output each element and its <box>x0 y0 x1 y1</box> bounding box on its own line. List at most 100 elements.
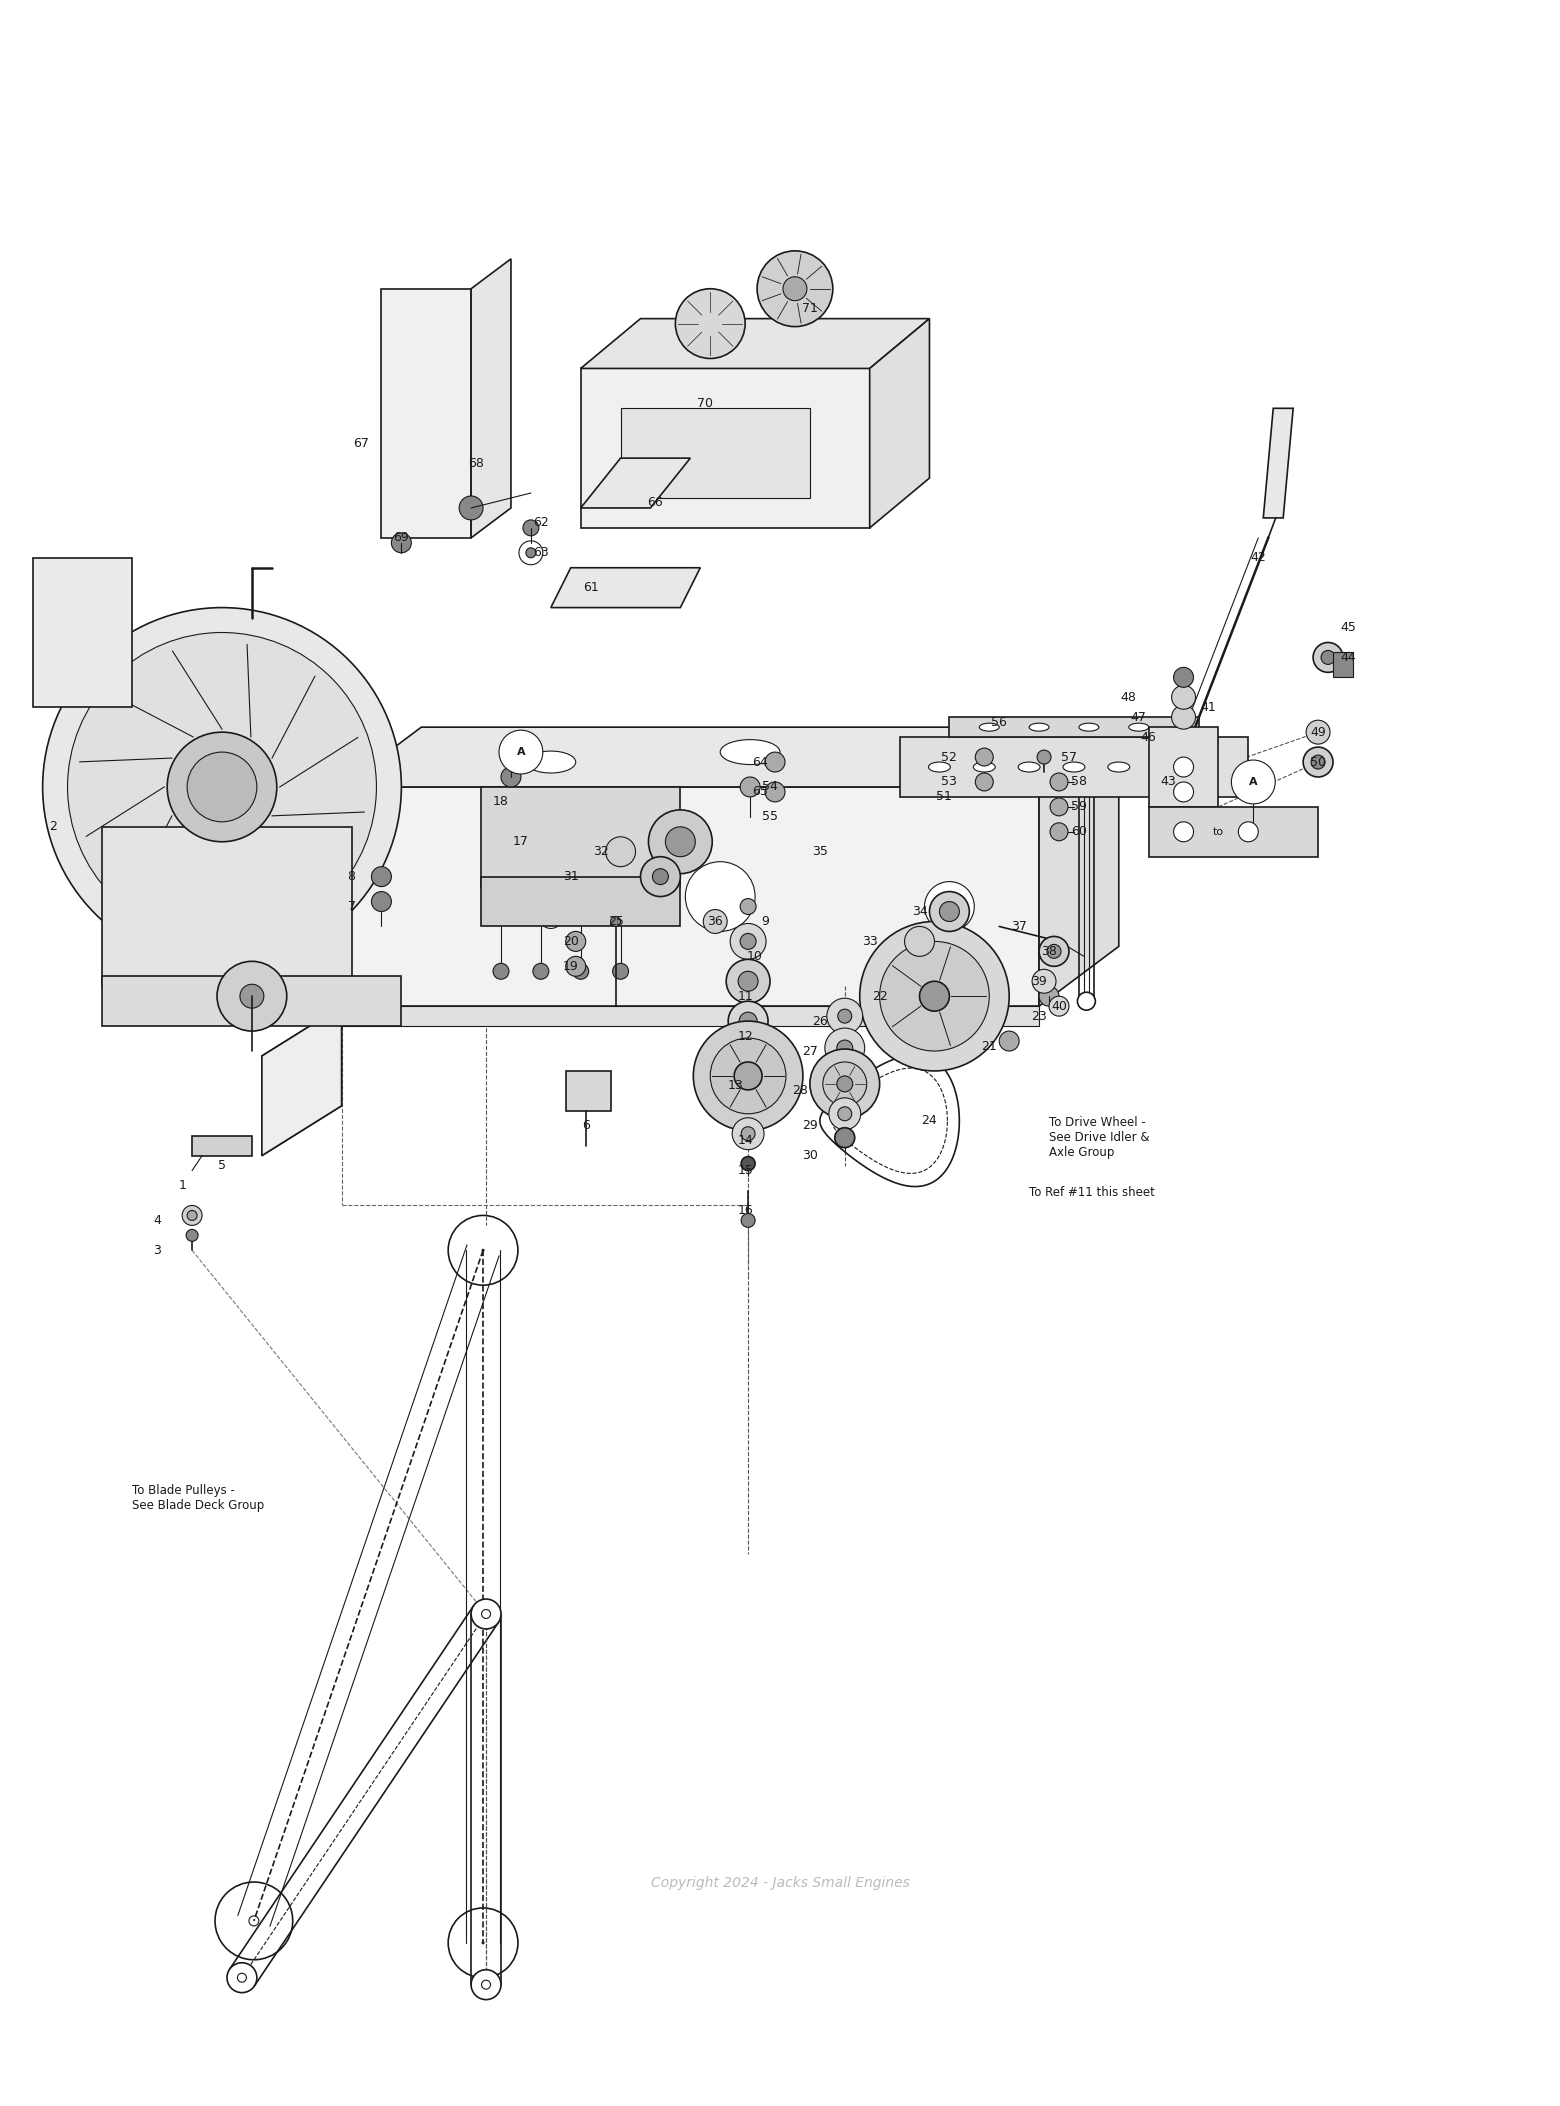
Circle shape <box>975 773 994 792</box>
Circle shape <box>938 895 961 918</box>
Circle shape <box>534 962 549 979</box>
Text: 34: 34 <box>911 906 927 918</box>
Circle shape <box>459 497 484 520</box>
Text: To Blade Pulleys -
See Blade Deck Group: To Blade Pulleys - See Blade Deck Group <box>133 1485 265 1512</box>
Circle shape <box>1172 706 1195 729</box>
Text: to: to <box>1212 828 1223 836</box>
Circle shape <box>186 1230 198 1240</box>
Text: 48: 48 <box>1120 691 1137 703</box>
Circle shape <box>827 998 863 1034</box>
Polygon shape <box>580 318 930 369</box>
Bar <box>480 788 680 887</box>
Circle shape <box>652 868 668 885</box>
Circle shape <box>217 960 287 1032</box>
Circle shape <box>975 748 994 767</box>
Text: 37: 37 <box>1011 920 1026 933</box>
Text: 49: 49 <box>1310 727 1326 739</box>
Text: Copyright 2024 - Jacks Small Engines: Copyright 2024 - Jacks Small Engines <box>651 1876 909 1889</box>
Circle shape <box>880 941 989 1051</box>
Text: 10: 10 <box>747 950 763 962</box>
Text: 70: 70 <box>697 396 713 411</box>
Circle shape <box>42 609 401 967</box>
Text: 62: 62 <box>534 516 549 529</box>
Circle shape <box>566 956 585 977</box>
Ellipse shape <box>1030 722 1048 731</box>
Bar <box>103 828 351 986</box>
Circle shape <box>610 916 621 927</box>
Circle shape <box>371 868 392 887</box>
Circle shape <box>729 1000 768 1040</box>
Circle shape <box>523 520 538 535</box>
Text: 32: 32 <box>593 845 608 859</box>
Ellipse shape <box>526 752 576 773</box>
Ellipse shape <box>1019 762 1041 773</box>
Circle shape <box>1303 748 1334 777</box>
Circle shape <box>675 289 746 358</box>
Ellipse shape <box>928 762 950 773</box>
Circle shape <box>1000 1032 1019 1051</box>
Text: 25: 25 <box>608 914 624 929</box>
Text: 66: 66 <box>647 497 663 510</box>
Text: 56: 56 <box>991 716 1008 729</box>
Text: 30: 30 <box>802 1150 817 1163</box>
Text: 59: 59 <box>1072 800 1087 813</box>
Text: 41: 41 <box>1201 701 1217 714</box>
Circle shape <box>727 960 771 1002</box>
Text: 19: 19 <box>563 960 579 973</box>
Circle shape <box>1231 760 1275 804</box>
Circle shape <box>526 548 537 558</box>
Polygon shape <box>471 259 512 537</box>
Circle shape <box>739 1013 757 1030</box>
Text: A: A <box>516 748 526 756</box>
Circle shape <box>1306 720 1331 743</box>
Text: To Ref #11 this sheet: To Ref #11 this sheet <box>1030 1186 1154 1198</box>
Circle shape <box>835 1127 855 1148</box>
Text: 53: 53 <box>941 775 958 788</box>
Circle shape <box>187 1211 197 1219</box>
Polygon shape <box>1039 727 1119 1007</box>
Text: 18: 18 <box>493 796 509 809</box>
Text: 61: 61 <box>583 581 599 594</box>
Circle shape <box>764 752 785 773</box>
Circle shape <box>1037 750 1051 764</box>
Circle shape <box>499 731 543 775</box>
Ellipse shape <box>1080 722 1098 731</box>
Circle shape <box>764 781 785 802</box>
Text: 39: 39 <box>1031 975 1047 988</box>
Ellipse shape <box>980 722 1000 731</box>
Circle shape <box>1050 798 1069 815</box>
Text: 13: 13 <box>727 1080 743 1093</box>
Circle shape <box>739 899 757 914</box>
Polygon shape <box>950 718 1198 737</box>
Text: 46: 46 <box>1140 731 1156 743</box>
Ellipse shape <box>1108 762 1129 773</box>
Text: 50: 50 <box>1310 756 1326 769</box>
Text: 69: 69 <box>393 531 409 543</box>
Bar <box>480 876 680 927</box>
Circle shape <box>501 767 521 788</box>
Bar <box>33 558 133 708</box>
Text: 11: 11 <box>738 990 753 1002</box>
Text: 6: 6 <box>582 1118 590 1133</box>
Text: 65: 65 <box>752 786 768 798</box>
Circle shape <box>828 1097 861 1129</box>
Text: A: A <box>1250 777 1257 788</box>
Circle shape <box>538 906 563 929</box>
Text: 43: 43 <box>1161 775 1176 788</box>
Circle shape <box>1039 986 1059 1007</box>
Circle shape <box>649 811 713 874</box>
Ellipse shape <box>721 739 780 764</box>
Polygon shape <box>342 1007 1039 1026</box>
Circle shape <box>838 1009 852 1024</box>
Circle shape <box>710 1038 786 1114</box>
Circle shape <box>1314 642 1343 672</box>
Circle shape <box>741 1156 755 1171</box>
Circle shape <box>1047 943 1061 958</box>
Polygon shape <box>192 1135 251 1156</box>
Circle shape <box>1310 756 1324 769</box>
Ellipse shape <box>1129 722 1148 731</box>
Text: 54: 54 <box>763 781 778 794</box>
Text: 67: 67 <box>354 436 370 451</box>
Circle shape <box>836 1076 853 1091</box>
Text: 44: 44 <box>1340 651 1356 663</box>
